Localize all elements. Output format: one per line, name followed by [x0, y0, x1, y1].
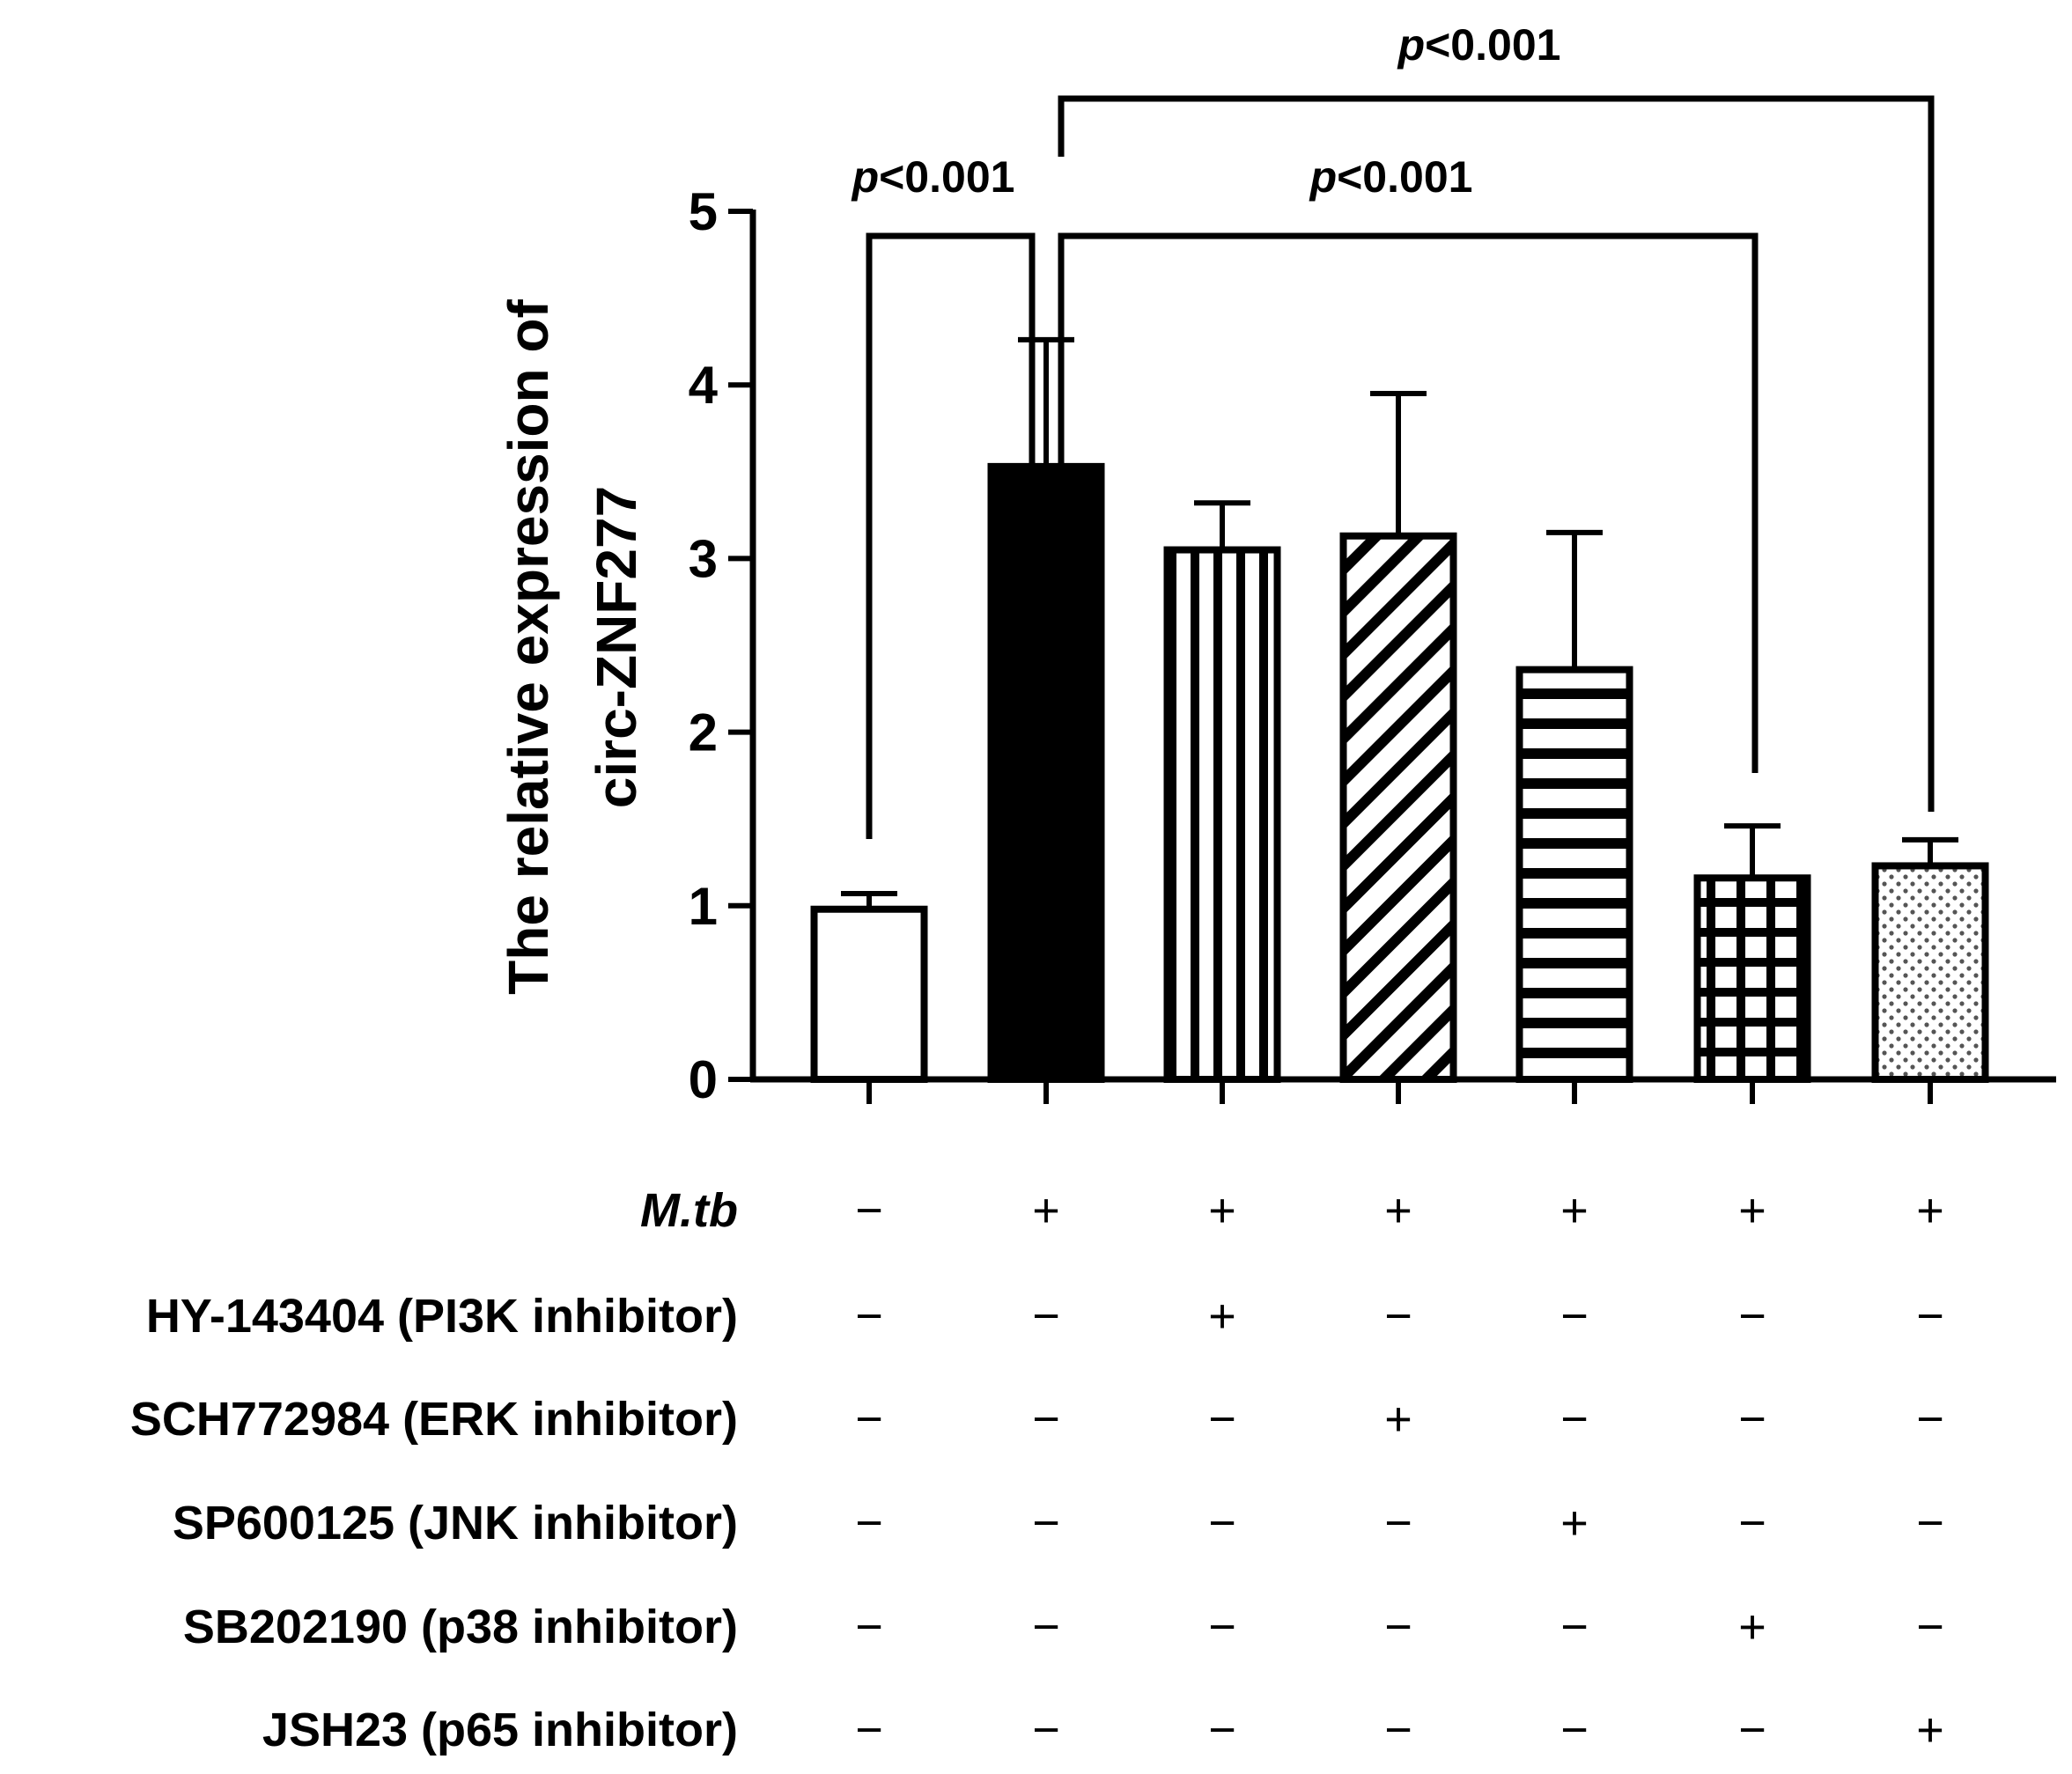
treatment-sign: − [1560, 1601, 1589, 1653]
bar [810, 905, 928, 1084]
treatment-sign: − [1738, 1497, 1766, 1549]
treatment-sign: − [1384, 1290, 1412, 1343]
treatment-row-label: SCH772984 (ERK inhibitor) [130, 1393, 738, 1446]
treatment-sign: − [1738, 1704, 1766, 1756]
treatment-sign: + [1208, 1184, 1236, 1237]
treatment-sign: + [1560, 1184, 1589, 1237]
treatment-sign: − [855, 1393, 883, 1446]
treatment-sign: − [1032, 1290, 1060, 1343]
bar [1693, 874, 1811, 1083]
treatment-sign: − [1032, 1601, 1060, 1653]
significance-label: p<0.001 [851, 152, 1015, 202]
y-axis-label-line-1: The relative expression of [497, 299, 560, 995]
treatment-sign: + [1384, 1184, 1412, 1237]
treatment-table: M.tb − + + + + + + HY-143404 (PI3K inhibitor) − − +… [130, 1184, 1944, 1756]
treatment-sign: + [1916, 1704, 1944, 1756]
bar [987, 462, 1105, 1083]
treatment-sign: + [1738, 1184, 1766, 1237]
treatment-sign: − [1738, 1290, 1766, 1343]
significance-label: p<0.001 [1397, 20, 1561, 70]
treatment-sign: − [1560, 1393, 1589, 1446]
treatment-sign: − [1384, 1497, 1412, 1549]
treatment-sign: − [855, 1290, 883, 1343]
bar [1871, 862, 1989, 1083]
y-axis-label-line-2: circ-ZNF277 [585, 486, 648, 808]
treatment-sign: − [1032, 1497, 1060, 1549]
treatment-sign: − [1560, 1704, 1589, 1756]
treatment-row-label: SP600125 (JNK inhibitor) [173, 1497, 738, 1549]
treatment-sign: − [1208, 1497, 1236, 1549]
treatment-sign: + [1032, 1184, 1060, 1237]
treatment-sign: − [1208, 1601, 1236, 1653]
treatment-row-label: HY-143404 (PI3K inhibitor) [146, 1290, 738, 1343]
y-axis-label: The relative expression of circ-ZNF277 [497, 299, 648, 995]
y-tick-label: 0 [689, 1050, 718, 1109]
treatment-sign: − [1916, 1601, 1944, 1653]
treatment-sign: − [1560, 1290, 1589, 1343]
treatment-sign: − [1032, 1704, 1060, 1756]
treatment-sign: + [1560, 1497, 1589, 1549]
y-tick-label: 1 [689, 877, 718, 936]
y-tick-label: 2 [689, 703, 718, 762]
significance-label: p<0.001 [1309, 152, 1473, 202]
bar [1339, 532, 1457, 1083]
treatment-sign: + [1208, 1290, 1236, 1343]
treatment-row-label: SB202190 (p38 inhibitor) [183, 1601, 738, 1653]
treatment-sign: − [1916, 1497, 1944, 1549]
treatment-row-label: JSH23 (p65 inhibitor) [262, 1704, 738, 1756]
treatment-sign: + [1738, 1601, 1766, 1653]
y-tick-label: 4 [689, 356, 719, 415]
treatment-sign: − [1208, 1393, 1236, 1446]
y-axis-ticks: 0 1 2 3 4 5 [689, 182, 753, 1109]
y-tick-label: 3 [689, 529, 718, 588]
treatment-sign: − [1916, 1290, 1944, 1343]
treatment-sign: − [855, 1601, 883, 1653]
bar [1163, 546, 1281, 1083]
significance-bracket [1058, 95, 1935, 812]
treatment-row-label: M.tb [640, 1184, 738, 1237]
treatment-sign: − [855, 1704, 883, 1756]
treatment-sign: − [1738, 1393, 1766, 1446]
treatment-sign: − [1208, 1704, 1236, 1756]
treatment-sign: + [1384, 1393, 1412, 1446]
bar [1515, 666, 1633, 1083]
treatment-sign: − [1384, 1601, 1412, 1653]
significance-bracket [1058, 232, 1759, 953]
treatment-sign: + [1916, 1184, 1944, 1237]
treatment-sign: − [1384, 1704, 1412, 1756]
treatment-sign: − [855, 1184, 883, 1237]
treatment-sign: − [855, 1497, 883, 1549]
treatment-sign: − [1032, 1393, 1060, 1446]
significance-brackets: p<0.001 p<0.001 p<0.001 [851, 20, 1935, 953]
treatment-sign: − [1916, 1393, 1944, 1446]
y-tick-label: 5 [689, 182, 718, 241]
bars [810, 336, 1989, 1104]
significance-bracket [866, 232, 1036, 953]
